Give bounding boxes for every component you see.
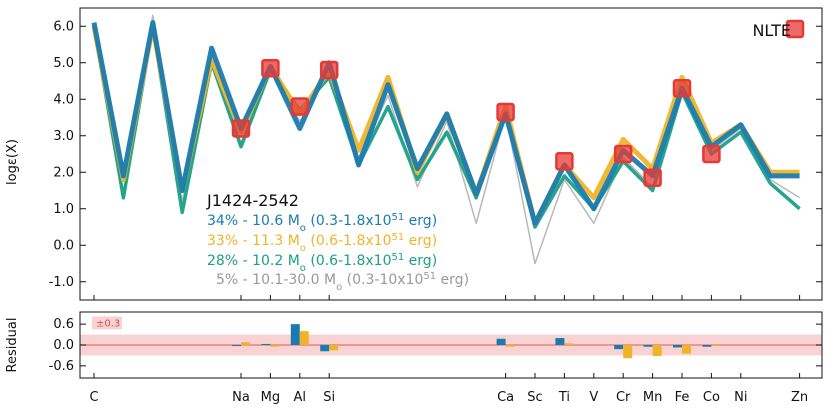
y-tick-label: -1.0 — [49, 275, 74, 290]
residual-bar-1-al — [299, 331, 309, 345]
residual-bar-0-na — [232, 345, 241, 347]
residual-bar-0-cr — [614, 345, 624, 350]
residual-y-tick-label: 0.0 — [53, 338, 74, 353]
nlte-marker-cr — [613, 144, 633, 164]
x-tick-label-si: Si — [323, 390, 335, 405]
y-tick-label: 5.0 — [53, 56, 74, 71]
nlte-marker-co — [702, 144, 721, 164]
model-series-line-2 — [92, 24, 801, 229]
main-frame — [79, 7, 823, 301]
legend-entry-1: 33% - 11.3 Mo (0.6-1.8x1051 erg) — [207, 232, 437, 254]
residual-y-tick-label: 0.6 — [53, 317, 74, 332]
nlte-marker-mn — [643, 168, 662, 187]
y-axis-label: logε(X) — [5, 139, 20, 185]
residual-bar-1-mn — [652, 345, 662, 357]
residual-bar-0-ca — [496, 338, 506, 345]
x-tick-label-fe: Fe — [675, 390, 690, 405]
x-tick-label-ni: Ni — [734, 390, 747, 405]
residual-bar-0-ti — [555, 338, 565, 345]
legend-entry-3: 5% - 10.1-30.0 Mo (0.3-10x1051 erg) — [216, 271, 469, 293]
residual-bar-1-ti — [564, 343, 574, 345]
y-tick-label: 3.0 — [53, 129, 74, 144]
nlte-marker-fe — [672, 79, 692, 98]
nlte-marker-si — [319, 60, 339, 80]
nlte-marker-ti — [555, 152, 574, 171]
residual-bar-0-mg — [261, 343, 271, 345]
nlte-marker-mg — [261, 58, 280, 78]
residual-bar-0-al — [290, 324, 300, 345]
x-tick-label-sc: Sc — [527, 390, 542, 405]
residual-bar-1-mg — [270, 345, 280, 347]
residual-bar-1-na — [241, 342, 250, 345]
nlte-marker-na — [231, 119, 251, 138]
star-id-label: J1424-2542 — [206, 191, 299, 210]
y-tick-label: 4.0 — [53, 92, 74, 107]
x-tick-label-co: Co — [703, 390, 720, 405]
y-tick-label: 1.0 — [53, 202, 74, 217]
nlte-marker-al — [290, 97, 310, 116]
x-tick-label-cr: Cr — [616, 390, 631, 405]
x-tick-label-v: V — [589, 390, 598, 405]
x-tick-label-c: C — [89, 390, 98, 405]
legend-entry-0: 34% - 10.6 Mo (0.3-1.8x1051 erg) — [207, 212, 437, 234]
residual-y-tick-label: -0.6 — [49, 359, 74, 374]
x-tick-label-mg: Mg — [261, 390, 280, 405]
residual-axis-label: Residual — [5, 318, 20, 373]
x-tick-label-na: Na — [232, 390, 250, 405]
residual-bar-1-cr — [623, 345, 633, 359]
x-tick-label-al: Al — [294, 390, 307, 405]
residual-bar-0-mn — [643, 345, 653, 347]
model-series-line-3 — [93, 14, 800, 265]
residual-bar-0-co — [702, 345, 712, 347]
y-tick-label: 2.0 — [53, 165, 74, 180]
x-tick-label-mn: Mn — [643, 390, 662, 405]
residual-bar-0-si — [320, 345, 330, 352]
residual-bar-0-fe — [673, 345, 682, 348]
tolerance-band-label: ±0.3 — [96, 318, 120, 329]
y-tick-label: 0.0 — [53, 238, 74, 253]
legend-entry-2: 28% - 10.2 Mo (0.6-1.8x1051 erg) — [207, 252, 437, 274]
nlte-legend-marker — [785, 19, 805, 39]
residual-bar-1-ca — [505, 345, 515, 347]
abundance-panel: -1.0 0.0 1.0 2.0 3.0 4.0 5.0 6.0 — [49, 7, 823, 301]
y-tick-label: 6.0 — [53, 19, 74, 34]
x-tick-label-ca: Ca — [497, 390, 514, 405]
residual-panel: ±0.3 -0.6 0.0 0.6 — [49, 311, 823, 379]
residual-bar-1-co — [711, 345, 721, 346]
nlte-legend-label: NLTE — [752, 21, 791, 40]
residual-bar-1-fe — [682, 345, 691, 354]
residual-bar-1-si — [329, 345, 339, 351]
x-tick-label-ti: Ti — [558, 390, 570, 405]
nlte-marker-ca — [496, 102, 515, 122]
element-axis: C Na Mg Al Si Ca Sc Ti V Cr Mn Fe Co Ni Zn — [89, 295, 808, 405]
tolerance-label-bg — [92, 316, 122, 330]
x-tick-label-zn: Zn — [791, 390, 808, 405]
